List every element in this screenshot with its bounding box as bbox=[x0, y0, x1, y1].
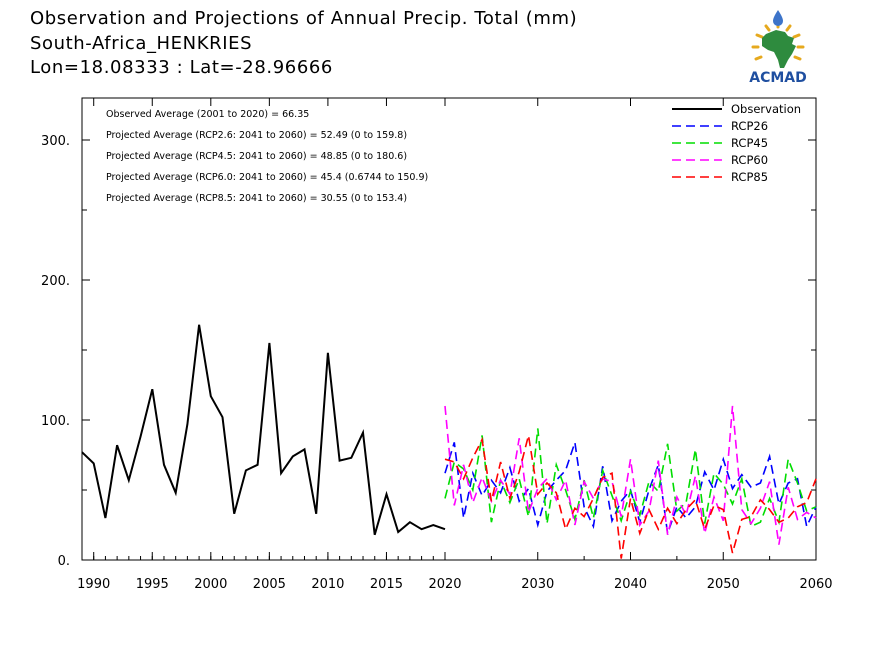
legend-label: RCP60 bbox=[731, 153, 768, 167]
x-tick-label: 2060 bbox=[799, 577, 832, 592]
africa-shape bbox=[762, 30, 796, 68]
annotation-text: Observed Average (2001 to 2020) = 66.35 bbox=[106, 109, 309, 120]
station-coordinates: Lon=18.08333 : Lat=-28.96666 bbox=[30, 57, 333, 78]
plot-frame bbox=[81, 97, 817, 561]
series-line-observation bbox=[81, 324, 446, 536]
legend-label: Observation bbox=[731, 102, 801, 116]
africa-map-logo-icon: ACMAD bbox=[749, 10, 807, 86]
annotation-text: Projected Average (RCP4.5: 2041 to 2060)… bbox=[106, 151, 407, 162]
legend-label: RCP85 bbox=[731, 170, 768, 184]
x-tick-label: 1995 bbox=[136, 577, 169, 592]
chart-title: Observation and Projections of Annual Pr… bbox=[30, 8, 578, 29]
x-tick-label: 2040 bbox=[614, 577, 647, 592]
legend-label: RCP26 bbox=[731, 119, 768, 133]
x-tick-label: 2050 bbox=[707, 577, 740, 592]
annotation-text: Projected Average (RCP2.6: 2041 to 2060)… bbox=[106, 130, 407, 141]
legend-label: RCP45 bbox=[731, 136, 768, 150]
x-tick-label: 2000 bbox=[194, 577, 227, 592]
series-line-rcp60 bbox=[444, 405, 817, 545]
x-tick-label: 2020 bbox=[428, 577, 461, 592]
y-tick-label: 0. bbox=[58, 554, 70, 569]
x-tick-label: 1990 bbox=[77, 577, 110, 592]
x-tick-label: 2005 bbox=[253, 577, 286, 592]
x-tick-label: 2015 bbox=[370, 577, 403, 592]
y-tick-label: 300. bbox=[41, 134, 70, 149]
annotation-text: Projected Average (RCP8.5: 2041 to 2060)… bbox=[106, 193, 407, 204]
x-tick-label: 2030 bbox=[521, 577, 554, 592]
y-tick-label: 200. bbox=[41, 274, 70, 289]
x-tick-label: 2010 bbox=[311, 577, 344, 592]
station-name: South-Africa_HENKRIES bbox=[30, 33, 253, 54]
logo-text: ACMAD bbox=[749, 70, 807, 86]
acmad-logo: ACMAD bbox=[738, 8, 818, 88]
plot-area: 0. 100. 200. 300. 1990 1995 2000 2005 2010 2015 20… bbox=[41, 97, 833, 592]
annotation-text: Projected Average (RCP6.0: 2041 to 2060)… bbox=[106, 172, 428, 183]
series-line-rcp26 bbox=[444, 442, 817, 534]
y-tick-label: 100. bbox=[41, 414, 70, 429]
series-line-rcp85 bbox=[444, 435, 817, 559]
series-line-rcp45 bbox=[444, 428, 817, 528]
water-drop bbox=[773, 10, 783, 26]
